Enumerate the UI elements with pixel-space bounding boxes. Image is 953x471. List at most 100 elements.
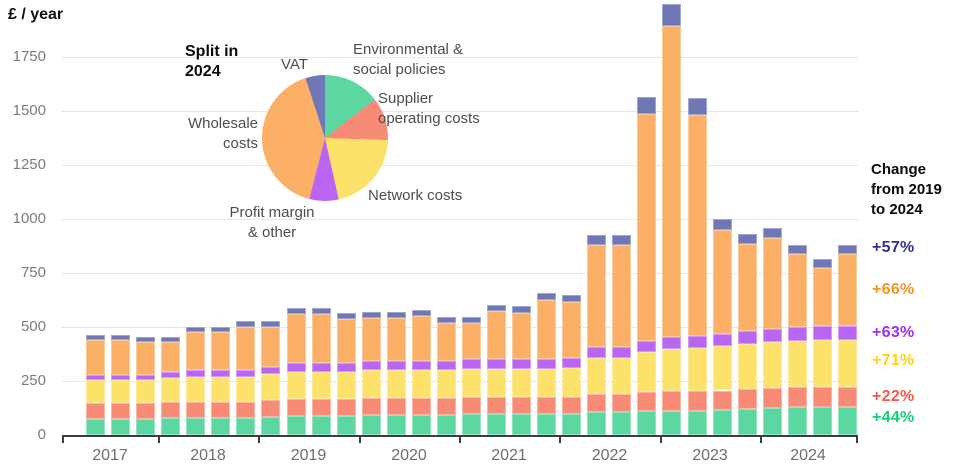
bar-segment-supplier [461, 396, 481, 415]
bar-segment-env [236, 417, 256, 435]
bar-segment-wholesale [111, 339, 131, 375]
bar-segment-wholesale [211, 332, 231, 371]
bar-segment-supplier [687, 391, 707, 411]
bar-segment-profit [386, 361, 406, 371]
bar-segment-env [286, 415, 306, 435]
x-axis-tick [62, 435, 64, 443]
y-axis-unit-label: £ / year [8, 6, 64, 23]
bar-segment-wholesale [762, 238, 782, 329]
gridline [62, 381, 858, 382]
change-panel-title: Change from 2019 to 2024 [871, 161, 942, 218]
bar-segment-vat [186, 327, 206, 333]
bar-segment-supplier [837, 386, 857, 407]
bar-segment-profit [136, 374, 156, 380]
bar-segment-vat [762, 227, 782, 238]
bar-segment-vat [487, 304, 507, 312]
bar-segment-vat [286, 307, 306, 315]
x-axis-label-2023: 2023 [692, 447, 728, 464]
bar-segment-wholesale [637, 113, 657, 342]
bar-segment-network [186, 376, 206, 402]
bar-segment-supplier [487, 396, 507, 415]
bar-segment-env [111, 418, 131, 435]
bar-segment-supplier [637, 392, 657, 412]
x-axis-tick [760, 435, 762, 443]
bar-segment-network [612, 357, 632, 394]
y-axis-tick-label: 1000 [12, 210, 46, 227]
bar-segment-network [712, 346, 732, 391]
x-axis-tick [258, 435, 260, 443]
bar-segment-wholesale [161, 341, 181, 373]
bar-segment-wholesale [461, 322, 481, 360]
bar-segment-supplier [386, 397, 406, 416]
bar-segment-profit [637, 341, 657, 353]
bar-segment-profit [837, 325, 857, 340]
bar-segment-vat [637, 96, 657, 114]
bar-segment-supplier [512, 396, 532, 415]
pie-label-vat: VAT [281, 56, 308, 73]
bar-segment-network [512, 368, 532, 397]
bar-segment-vat [662, 4, 682, 26]
bar-segment-env [161, 418, 181, 435]
bar-segment-profit [461, 359, 481, 369]
gridline [62, 219, 858, 220]
bar-segment-supplier [336, 398, 356, 416]
x-axis-tick [158, 435, 160, 443]
bar-segment-wholesale [86, 339, 105, 375]
bar-segment-profit [86, 374, 105, 380]
bar-segment-profit [687, 335, 707, 348]
bar-segment-vat [837, 244, 857, 255]
change-value-env: +44% [872, 409, 915, 426]
bar-segment-wholesale [512, 312, 532, 360]
bar-segment-env [662, 410, 682, 435]
bar-segment-env [436, 415, 456, 435]
x-axis-label-2019: 2019 [290, 447, 327, 464]
x-axis-label-2022: 2022 [591, 447, 628, 464]
bar-segment-profit [787, 327, 807, 342]
bar-segment-wholesale [737, 244, 757, 331]
bar-segment-network [236, 376, 256, 402]
bar-segment-env [386, 415, 406, 435]
bar-segment-env [787, 407, 807, 435]
bar-segment-vat [311, 307, 331, 315]
bar-segment-vat [361, 311, 381, 318]
bar-segment-wholesale [361, 317, 381, 362]
y-axis-tick-label: 500 [20, 318, 46, 335]
bar-segment-env [86, 418, 105, 435]
bar-segment-supplier [712, 390, 732, 411]
bar-segment-supplier [436, 397, 456, 416]
bar-segment-network [361, 370, 381, 398]
bar-segment-wholesale [612, 245, 632, 348]
bar-segment-vat [411, 309, 431, 317]
bar-segment-network [161, 378, 181, 403]
bar-segment-profit [737, 330, 757, 344]
bar-segment-wholesale [812, 267, 832, 327]
bar-segment-network [311, 371, 331, 399]
bar-segment-profit [211, 370, 231, 377]
bar-segment-vat [512, 306, 532, 313]
y-axis-tick-label: 1500 [12, 102, 46, 119]
pie-label-network: Network costs [368, 187, 463, 204]
bar-segment-supplier [361, 397, 381, 416]
pie-title: Split in 2024 [185, 43, 239, 80]
bar-segment-wholesale [562, 301, 582, 359]
bar-segment-vat [712, 219, 732, 230]
bar-segment-supplier [161, 402, 181, 419]
bar-segment-network [837, 339, 857, 387]
y-axis-tick-label: 1750 [12, 48, 46, 65]
x-axis-tick [660, 435, 662, 443]
bar-segment-env [712, 410, 732, 435]
bar-segment-network [737, 343, 757, 390]
x-axis-tick [559, 435, 561, 443]
bar-segment-wholesale [687, 114, 707, 336]
bar-segment-vat [461, 317, 481, 323]
bar-segment-supplier [261, 400, 281, 417]
gridline [62, 57, 858, 58]
bar-segment-profit [436, 361, 456, 371]
change-value-profit: +63% [872, 324, 915, 341]
bar-segment-profit [812, 326, 832, 341]
bar-segment-env [311, 415, 331, 435]
bar-segment-network [787, 341, 807, 388]
bar-segment-vat [211, 327, 231, 333]
x-axis-tick [359, 435, 361, 443]
change-value-network: +71% [872, 352, 915, 369]
